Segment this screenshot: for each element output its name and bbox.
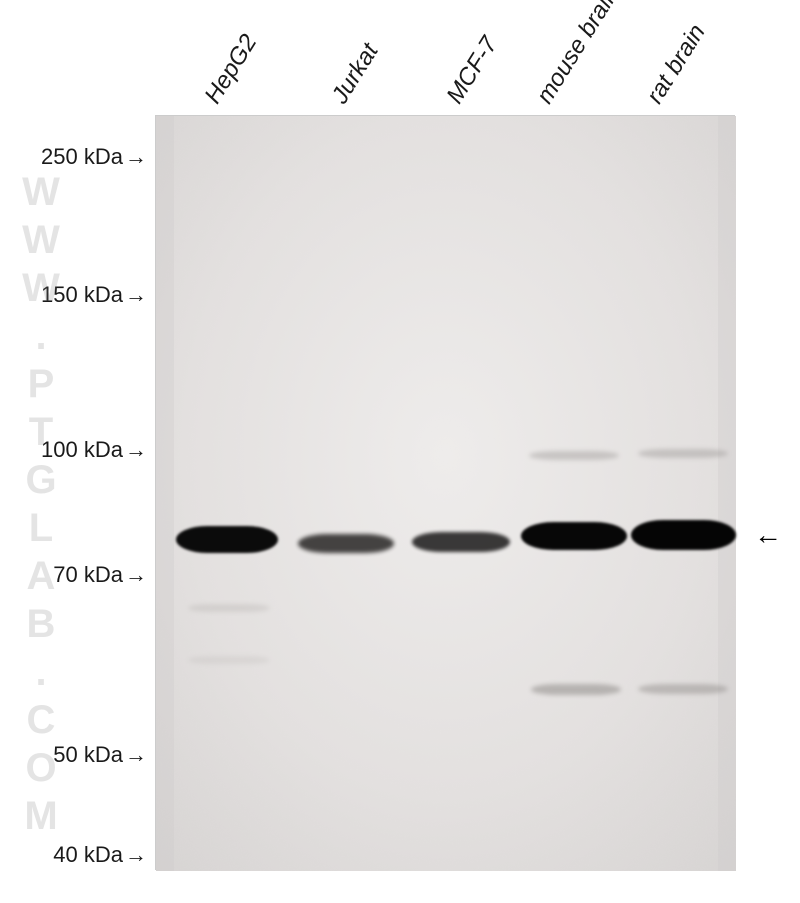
arrow-right-icon: →: [125, 437, 147, 463]
blot-background: [156, 116, 736, 871]
marker-text: 150 kDa: [41, 282, 123, 307]
arrow-right-icon: →: [125, 144, 147, 170]
protein-band: [176, 526, 278, 553]
lane-labels-group: HepG2 Jurkat MCF-7 mouse brainrat brain: [155, 0, 735, 115]
arrow-right-icon: →: [125, 282, 147, 308]
mw-marker-label: 50 kDa→: [53, 742, 147, 768]
protein-band: [298, 534, 394, 553]
mw-marker-label: 150 kDa→: [41, 282, 147, 308]
blot-membrane: [155, 115, 735, 870]
marker-text: 250 kDa: [41, 144, 123, 169]
marker-labels-group: 250 kDa→150 kDa→100 kDa→70 kDa→50 kDa→40…: [0, 115, 155, 870]
lane-label: Jurkat: [326, 39, 384, 109]
faint-band: [188, 656, 270, 664]
protein-band: [521, 522, 627, 550]
lane-label: mouse brain: [531, 0, 625, 109]
arrow-right-icon: →: [125, 842, 147, 868]
target-band-arrow: ←: [754, 519, 782, 551]
marker-text: 40 kDa: [53, 842, 123, 867]
arrow-right-icon: →: [125, 562, 147, 588]
lane-label: MCF-7: [441, 32, 504, 109]
marker-text: 50 kDa: [53, 742, 123, 767]
lane-label: HepG2: [199, 30, 263, 109]
marker-text: 100 kDa: [41, 437, 123, 462]
mw-marker-label: 100 kDa→: [41, 437, 147, 463]
protein-band: [631, 520, 736, 550]
marker-text: 70 kDa: [53, 562, 123, 587]
arrow-right-icon: →: [125, 742, 147, 768]
faint-band: [531, 684, 621, 695]
faint-band: [188, 604, 270, 612]
faint-band: [529, 451, 619, 460]
faint-band: [638, 449, 728, 458]
mw-marker-label: 250 kDa→: [41, 144, 147, 170]
mw-marker-label: 40 kDa→: [53, 842, 147, 868]
faint-band: [638, 684, 728, 694]
lane-label: rat brain: [641, 19, 711, 109]
mw-marker-label: 70 kDa→: [53, 562, 147, 588]
western-blot-figure: HepG2 Jurkat MCF-7 mouse brainrat brain 250…: [0, 0, 800, 903]
arrow-left-icon: ←: [754, 519, 782, 550]
protein-band: [412, 532, 510, 552]
